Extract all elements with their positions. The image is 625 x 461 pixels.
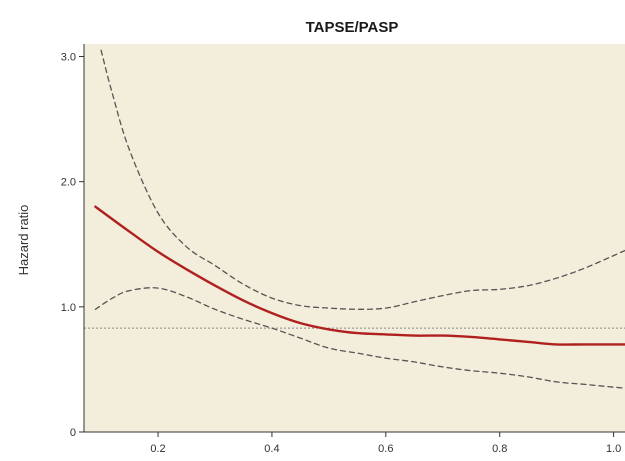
x-tick-label: 1.0 [606, 443, 621, 455]
x-tick-label: 0.8 [492, 443, 507, 455]
series-line-upper-ci [100, 49, 625, 310]
series-line-estimate [94, 205, 625, 346]
x-tick-label: 0.6 [378, 443, 393, 455]
series-layer [94, 49, 625, 389]
y-tick-label: 0 [70, 427, 76, 439]
y-tick-label: 2.0 [61, 177, 76, 189]
plot-background [84, 44, 625, 432]
series-line-lower-ci [94, 287, 625, 389]
x-tick-label: 0.2 [150, 443, 165, 455]
y-axis-label: Hazard ratio [16, 205, 31, 276]
axis-layer: 0 1.0 2.0 3.0 0.2 0.4 0.6 0.8 1.0 [61, 44, 625, 455]
y-tick-label: 3.0 [61, 52, 76, 64]
x-tick-label: 0.4 [264, 443, 279, 455]
chart-title: TAPSE/PASP [306, 19, 399, 36]
y-tick-label: 1.0 [61, 302, 76, 314]
